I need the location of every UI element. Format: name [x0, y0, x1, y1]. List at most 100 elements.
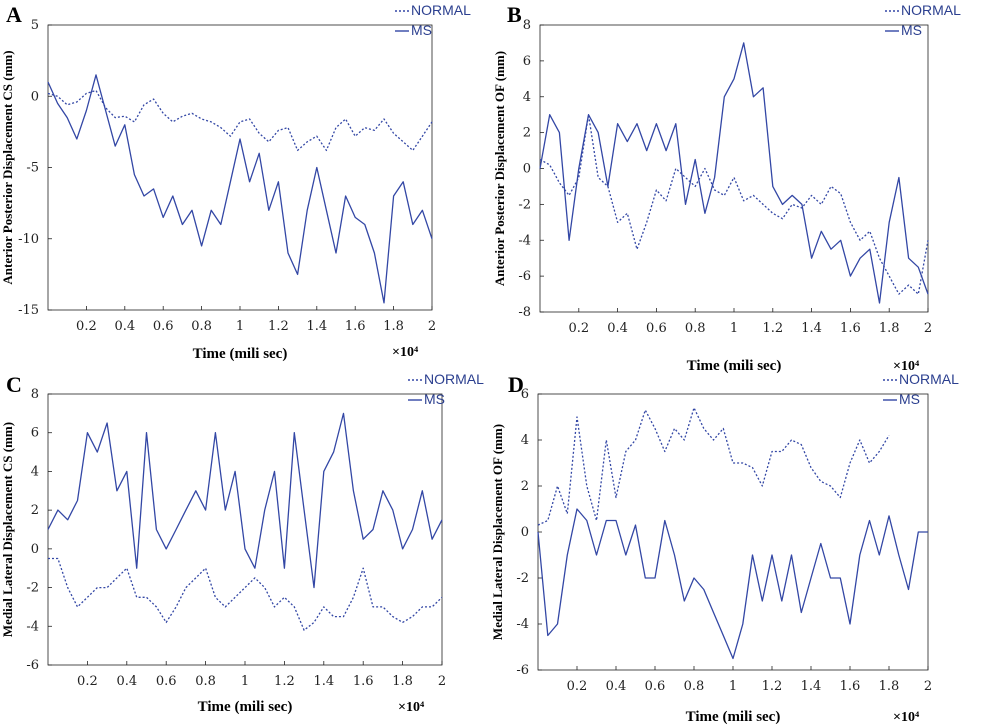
- x-tick-label: 1.2: [762, 679, 783, 694]
- x-tick-label: 0.8: [684, 679, 705, 694]
- y-tick-label: 4: [523, 90, 531, 105]
- panel-letter-C: C: [6, 372, 22, 397]
- series-line-normal: [48, 557, 443, 631]
- x-tick-label: 1: [241, 674, 249, 689]
- series-line-normal: [47, 89, 433, 152]
- y-axis-label: Medial Lateral Displacement CS (mm): [0, 422, 15, 637]
- y-tick-label: 0: [31, 89, 39, 104]
- y-tick-label: -4: [518, 233, 531, 248]
- x-tick-label: 1: [236, 319, 244, 334]
- x-tick-label: 1.4: [306, 319, 327, 334]
- y-tick-label: -10: [18, 232, 39, 247]
- y-tick-label: 4: [521, 433, 529, 448]
- legend-label: NORMAL: [901, 2, 961, 18]
- y-tick-label: -8: [518, 305, 531, 320]
- y-tick-label: 2: [521, 479, 529, 494]
- x-tick-label: 0.6: [646, 321, 667, 336]
- y-tick-label: -6: [518, 269, 531, 284]
- x-tick-label: 0.4: [606, 679, 627, 694]
- x-tick-label: 1.6: [840, 679, 861, 694]
- x-tick-label: 1.2: [762, 321, 783, 336]
- x-axis-label: Time (mili sec): [686, 709, 781, 725]
- x-tick-label: 2: [924, 679, 932, 694]
- x-tick-label: 1.6: [840, 321, 861, 336]
- x-tick-label: 1.8: [392, 674, 413, 689]
- x-tick-label: 0.6: [153, 319, 174, 334]
- x-tick-label: 0.6: [645, 679, 666, 694]
- x-tick-label: 2: [438, 674, 446, 689]
- x-tick-label: 0.8: [191, 319, 212, 334]
- y-tick-label: -2: [26, 581, 39, 596]
- series-line-ms: [47, 74, 433, 304]
- x-tick-label: 0.2: [568, 321, 589, 336]
- y-tick-label: -15: [18, 303, 39, 318]
- x-tick-label: 1: [730, 321, 738, 336]
- y-tick-label: 2: [31, 503, 39, 518]
- y-tick-label: -2: [516, 571, 529, 586]
- series-line-ms: [539, 42, 929, 304]
- y-tick-label: -4: [516, 617, 529, 632]
- y-tick-label: 0: [523, 162, 531, 177]
- x-tick-label: 0.4: [607, 321, 628, 336]
- y-tick-label: -6: [26, 658, 39, 673]
- x-tick-label: 0.6: [156, 674, 177, 689]
- x-axis-multiplier: ×10⁴: [893, 710, 920, 725]
- x-tick-label: 1.6: [345, 319, 366, 334]
- x-tick-label: 1.8: [879, 679, 900, 694]
- series-line-ms: [47, 412, 443, 589]
- x-tick-label: 0.8: [195, 674, 216, 689]
- y-tick-label: -5: [26, 161, 39, 176]
- y-tick-label: 5: [31, 18, 39, 33]
- x-tick-label: 0.8: [685, 321, 706, 336]
- x-tick-label: 2: [924, 321, 932, 336]
- x-axis-label: Time (mili sec): [687, 358, 782, 374]
- x-tick-label: 1.2: [274, 674, 295, 689]
- x-axis-multiplier: ×10⁴: [893, 359, 920, 374]
- x-tick-label: 0.4: [116, 674, 137, 689]
- panel-letter-B: B: [507, 2, 522, 27]
- y-tick-label: 8: [523, 18, 531, 33]
- plot-frame-B: [539, 24, 929, 313]
- series-line-ms: [537, 508, 928, 660]
- legend-label: MS: [899, 391, 920, 407]
- y-tick-label: -4: [26, 619, 39, 634]
- panel-letter-A: A: [6, 2, 22, 27]
- x-tick-label: 1.4: [801, 321, 822, 336]
- x-tick-label: 1.6: [353, 674, 374, 689]
- plot-frame-C: [47, 393, 443, 666]
- x-tick-label: 0.4: [114, 319, 135, 334]
- x-tick-label: 2: [428, 319, 436, 334]
- y-axis-label: Medial Lateral Displacement OF (mm): [490, 424, 505, 640]
- legend-label: MS: [424, 391, 445, 407]
- legend-label: NORMAL: [424, 371, 484, 387]
- y-tick-label: 6: [521, 387, 529, 402]
- x-tick-label: 0.2: [76, 319, 97, 334]
- x-tick-label: 1.2: [268, 319, 289, 334]
- x-tick-label: 0.2: [567, 679, 588, 694]
- x-tick-label: 0.2: [77, 674, 98, 689]
- x-tick-label: 1.8: [879, 321, 900, 336]
- panel-letter-D: D: [508, 372, 524, 397]
- x-axis-label: Time (mili sec): [198, 699, 293, 715]
- x-tick-label: 1.8: [383, 319, 404, 334]
- x-tick-label: 1.4: [313, 674, 334, 689]
- legend-label: NORMAL: [411, 2, 471, 18]
- plot-frame-A: [47, 24, 433, 311]
- series-line-normal: [539, 114, 929, 295]
- y-tick-label: 4: [31, 464, 39, 479]
- x-tick-label: 1.4: [801, 679, 822, 694]
- y-tick-label: -2: [518, 197, 531, 212]
- y-tick-label: 2: [523, 126, 531, 141]
- x-tick-label: 1: [729, 679, 737, 694]
- legend-label: MS: [411, 22, 432, 38]
- x-axis-label: Time (mili sec): [193, 346, 288, 362]
- y-axis-label: Anterior Posterior Displacement OF (mm): [492, 51, 507, 286]
- y-tick-label: 6: [523, 54, 531, 69]
- y-axis-label: Anterior Posterior Displacement CS (mm): [0, 50, 15, 284]
- y-tick-label: 0: [521, 525, 529, 540]
- legend-label: MS: [901, 22, 922, 38]
- y-tick-label: 6: [31, 426, 39, 441]
- plot-frame-D: [537, 393, 929, 671]
